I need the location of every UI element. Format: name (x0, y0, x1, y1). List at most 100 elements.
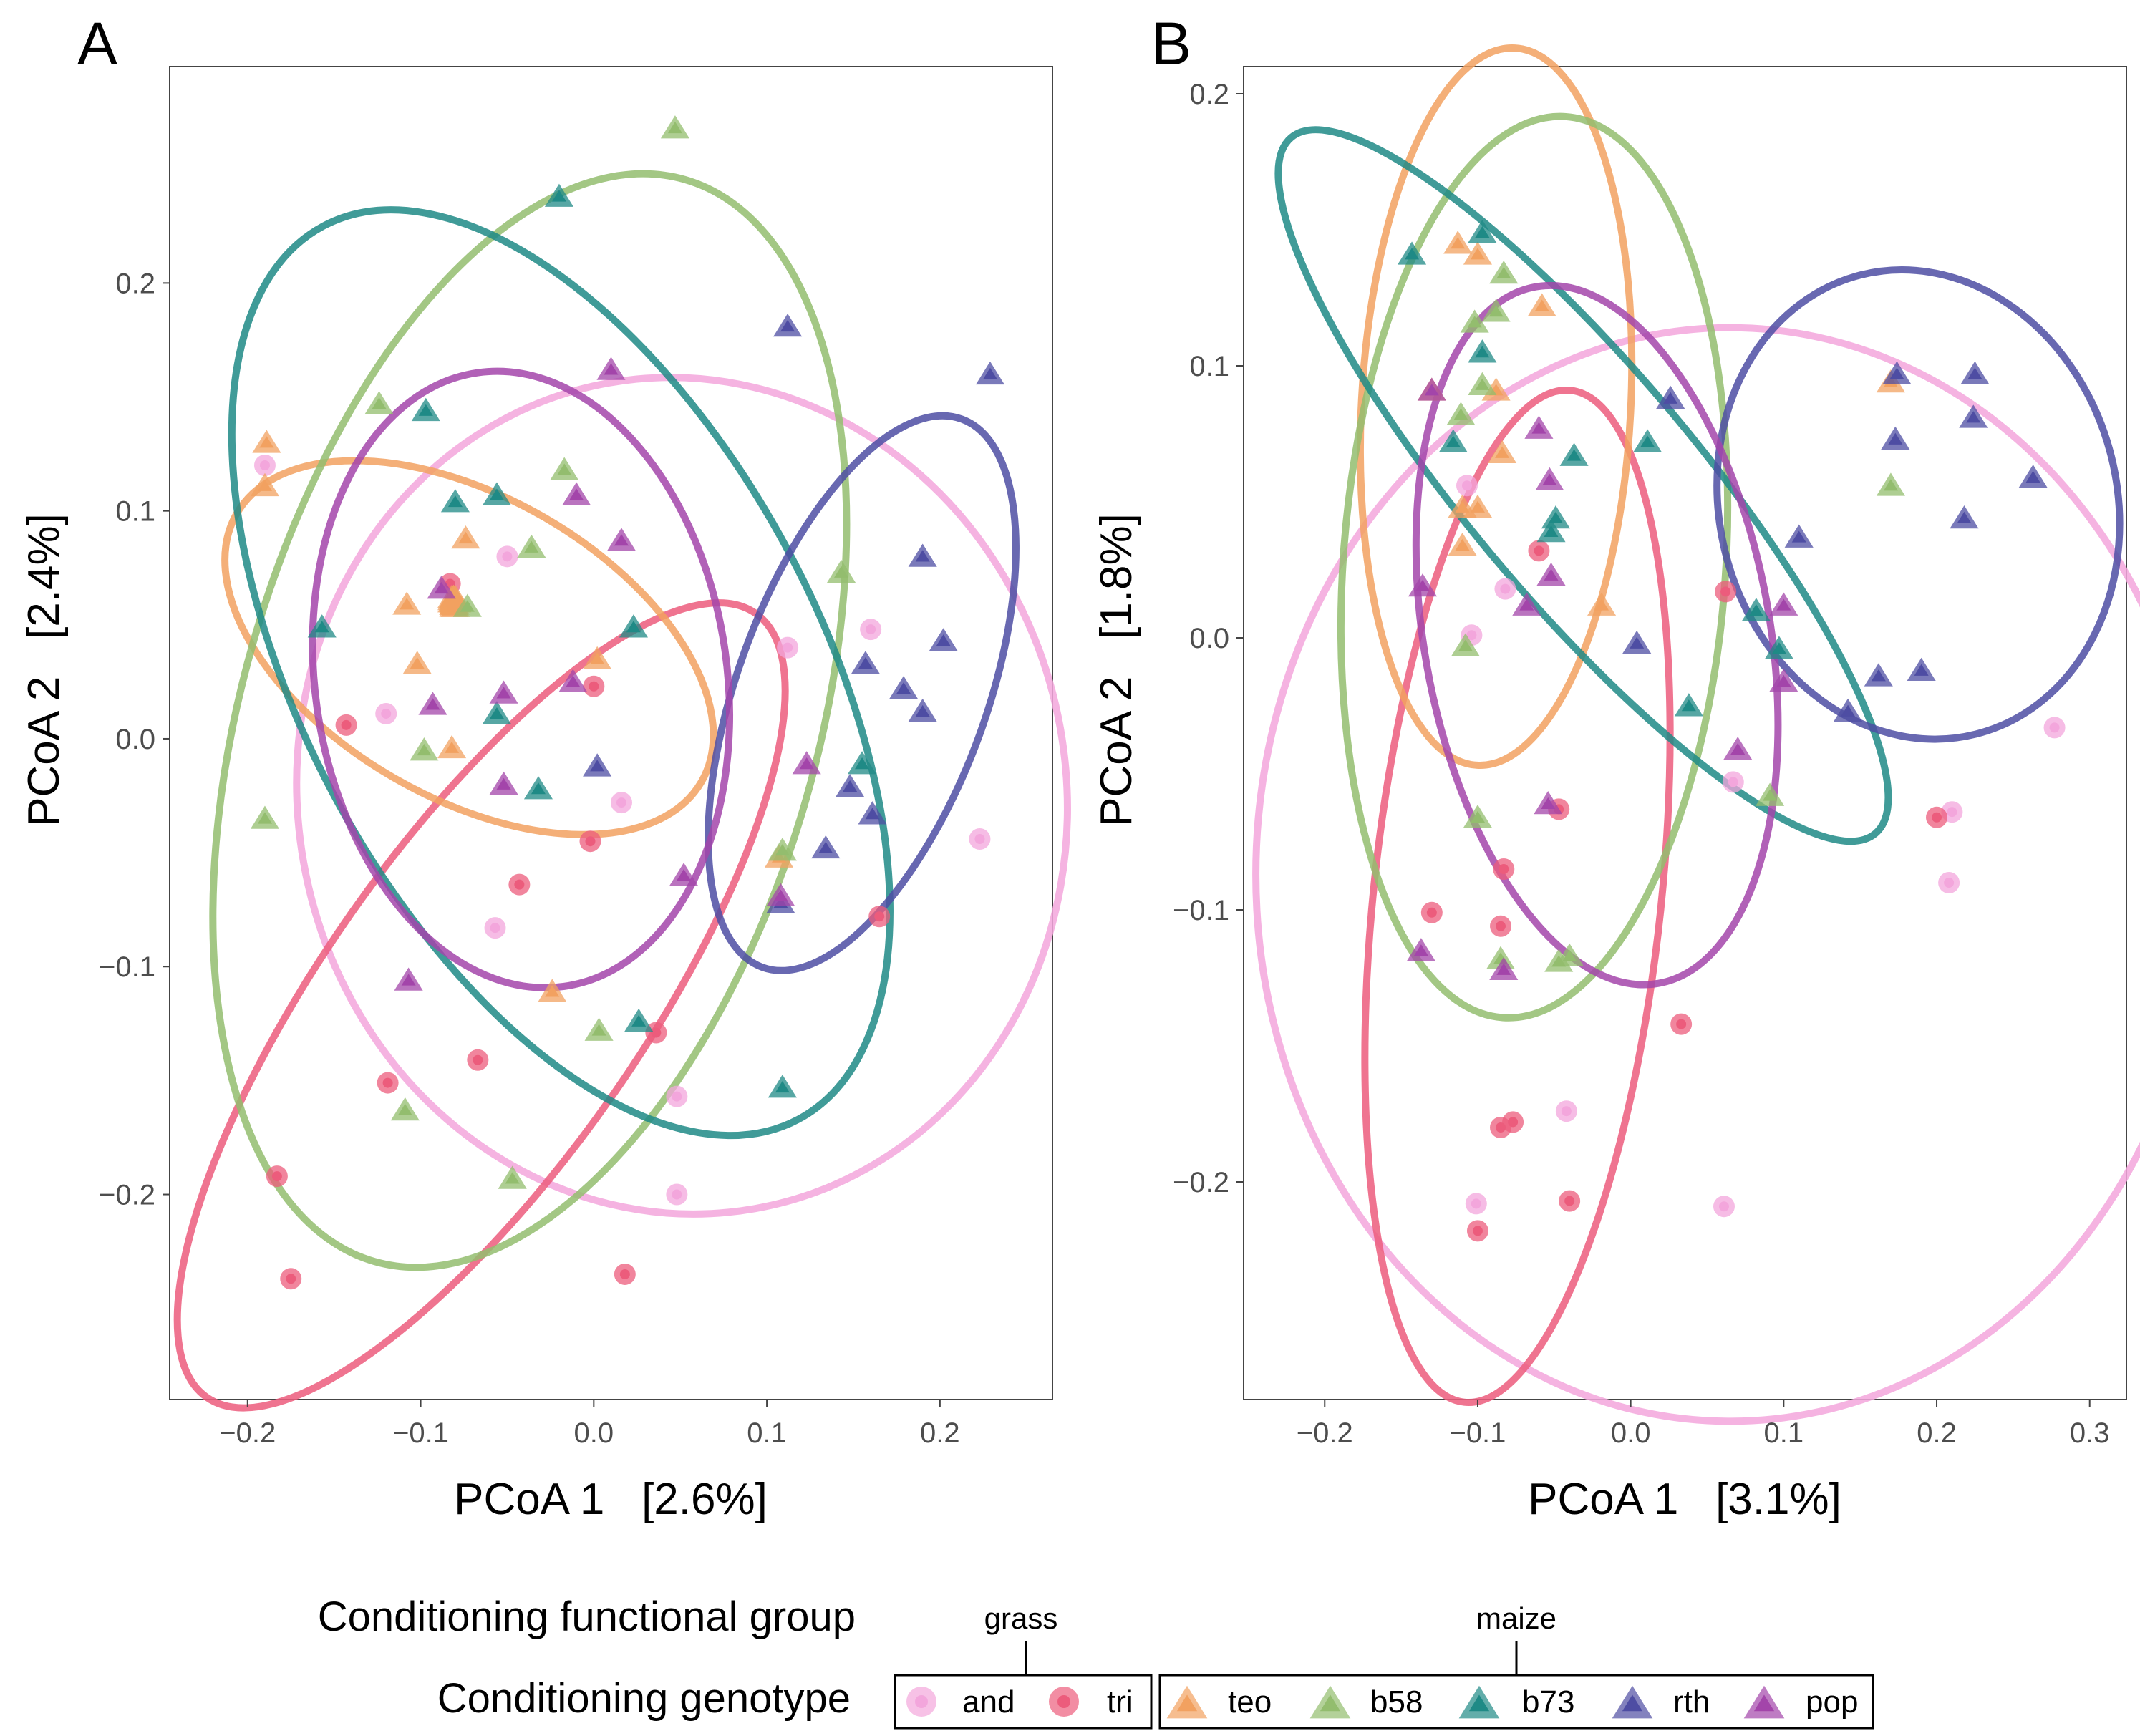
point-core-pop (425, 698, 440, 710)
point-core-teo (1594, 598, 1609, 611)
point-core-b58 (557, 463, 572, 475)
point-layer-a (250, 115, 1005, 1290)
point-core-pop (1776, 598, 1791, 611)
ellipse-b58-a (209, 170, 851, 1271)
ellipse-pop-a (309, 367, 733, 991)
point-core-b73 (447, 495, 463, 508)
y-tick-label: 0.2 (1189, 79, 1229, 110)
point-core-and (974, 834, 985, 845)
point-core-and (672, 1091, 682, 1102)
point-core-tri (1534, 545, 1544, 556)
point-core-b73 (418, 404, 433, 416)
y-axis-ticks-b: −0.2 −0.1 0.0 0.1 0.2 (1173, 79, 1244, 1198)
ellipse-b73-b (1274, 126, 1892, 845)
point-core-b58 (524, 540, 539, 553)
point-core-rth (843, 780, 858, 792)
point-core-rth (2025, 470, 2040, 483)
ellipse-layer-b (1252, 44, 2140, 1425)
point-core-b58 (1562, 949, 1577, 961)
point-core-and (1947, 807, 1957, 818)
point-core-pop (1531, 422, 1546, 434)
point-core-pop (569, 488, 584, 500)
point-core-pop (677, 869, 692, 881)
x-axis-ticks-a: −0.2 −0.1 0.0 0.1 0.2 (219, 1400, 960, 1449)
legend-item-and: and (906, 1684, 1015, 1720)
point-core-tri (1720, 586, 1731, 597)
point-core-rth (1841, 704, 1856, 717)
point-core-teo (1451, 237, 1466, 249)
point-core-rth (1889, 367, 1904, 379)
point-layer-b (1398, 219, 2066, 1242)
ellipse-and-a (293, 374, 1071, 1218)
point-core-b73 (1544, 525, 1559, 538)
point-core-b73 (1681, 699, 1696, 712)
point-core-b73 (1475, 226, 1490, 238)
point-core-teo (1495, 446, 1510, 458)
point-core-rth (915, 550, 930, 562)
legend-label-teo: teo (1228, 1684, 1272, 1720)
point-core-pop (496, 687, 511, 699)
point-core-b73 (551, 190, 567, 202)
point-core-and (866, 624, 876, 635)
point-core-pop (434, 581, 449, 594)
x-axis-ticks-b: −0.2 −0.1 0.0 0.1 0.2 0.3 (1297, 1400, 2110, 1449)
legend-grass-box (894, 1674, 1153, 1730)
y-tick-label: 0.2 (115, 268, 155, 299)
point-core-and (672, 1189, 682, 1200)
point-core-and (1561, 1106, 1572, 1117)
point-core-teo (259, 436, 274, 448)
ellipse-teo-b (1356, 44, 1636, 770)
plot-frame-a (169, 66, 1053, 1400)
point-core-rth (896, 682, 911, 694)
legend-key-core-tri (1057, 1695, 1070, 1708)
legend-item-b58: b58 (1309, 1684, 1423, 1720)
legend-label-b58: b58 (1370, 1684, 1423, 1720)
point-core-tri (1496, 921, 1506, 931)
point-core-b58 (257, 812, 273, 824)
point-core-b58 (1458, 639, 1473, 651)
point-core-b58 (1883, 479, 1898, 491)
point-core-pop (1496, 963, 1511, 975)
x-tick-label: 0.0 (1611, 1417, 1651, 1449)
point-core-teo (1470, 248, 1485, 260)
legend-maize-box (1158, 1674, 1874, 1730)
plot-frame-b (1243, 66, 2127, 1400)
point-core-rth (915, 704, 930, 717)
ellipse-b58-b (1337, 112, 1732, 1022)
point-core-b58 (1467, 316, 1482, 328)
panel-label-b: B (1151, 10, 1191, 77)
point-core-and (783, 642, 793, 653)
point-core-and (1461, 480, 1472, 491)
y-tick-label: 0.1 (115, 496, 155, 528)
ellipse-and-b (1252, 324, 2140, 1425)
point-core-rth (818, 841, 833, 853)
point-core-tri (341, 719, 352, 730)
point-core-b73 (1475, 346, 1490, 358)
y-tick-label: −0.1 (1173, 895, 1229, 926)
point-core-pop (1544, 568, 1559, 581)
point-core-tri (1496, 1122, 1506, 1133)
point-core-rth (1966, 411, 1981, 423)
x-tick-label: −0.2 (1297, 1417, 1353, 1449)
point-core-b58 (1763, 789, 1778, 801)
point-core-tri (1426, 907, 1437, 918)
x-tick-label: 0.3 (2070, 1417, 2110, 1449)
point-core-pop (1776, 674, 1791, 687)
point-core-rth (1871, 669, 1886, 682)
point-core-rth (1663, 392, 1678, 404)
point-core-and (1718, 1201, 1729, 1212)
point-core-b73 (855, 757, 870, 770)
point-core-teo (1534, 299, 1549, 311)
point-core-rth (982, 367, 997, 379)
point-core-tri (382, 1077, 393, 1088)
point-core-and (1471, 1198, 1481, 1209)
x-axis-title-a: PCoA 1 [2.6%] (454, 1475, 768, 1524)
point-core-tri (1564, 1196, 1575, 1206)
point-core-b73 (1640, 435, 1655, 447)
point-core-b58 (1488, 305, 1504, 317)
point-core-tri (651, 1027, 662, 1038)
point-core-teo (257, 479, 273, 491)
point-core-pop (799, 757, 814, 770)
point-core-tri (619, 1269, 630, 1279)
